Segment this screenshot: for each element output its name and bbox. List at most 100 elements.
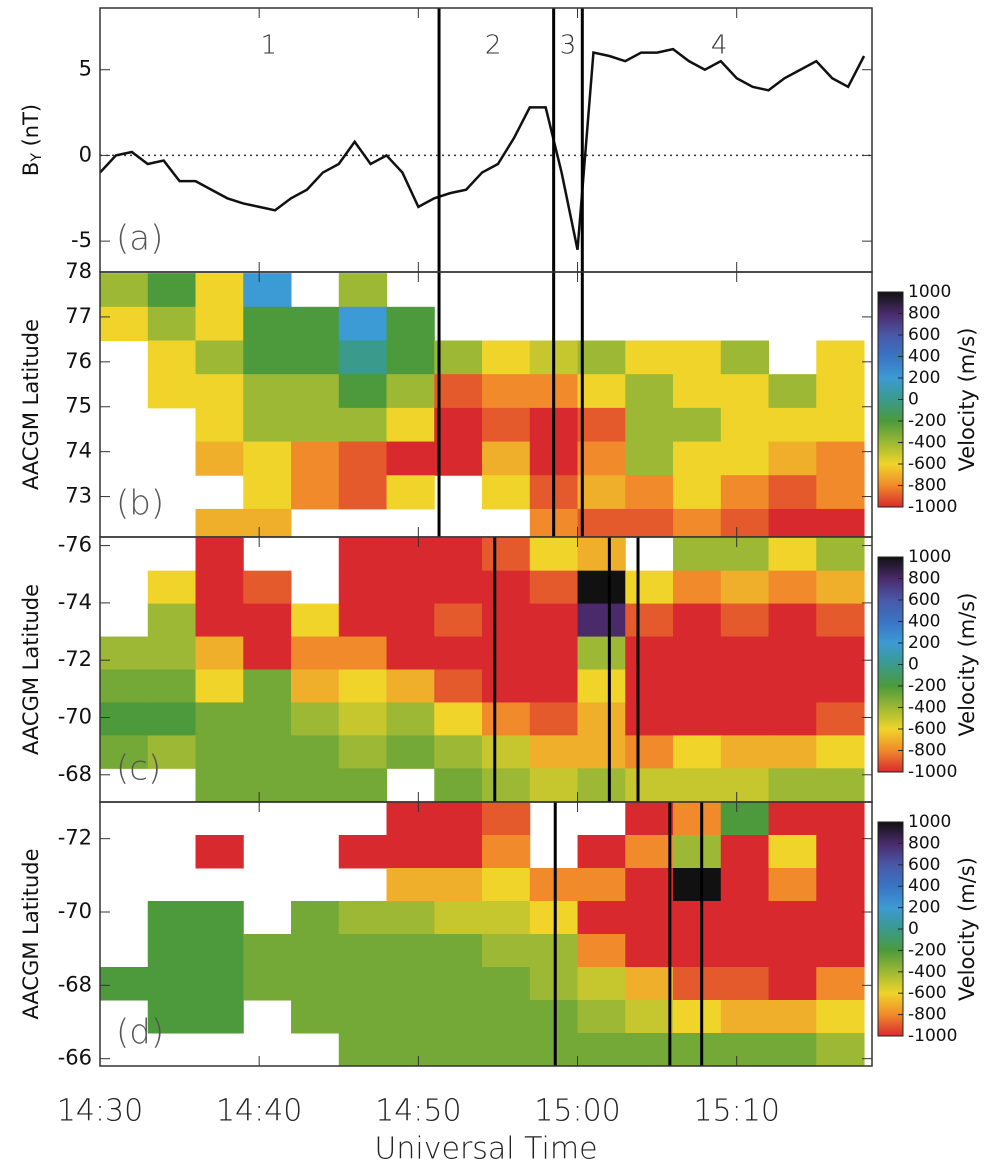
heat-cell bbox=[482, 374, 531, 409]
heat-cell bbox=[768, 835, 817, 869]
heat-cell bbox=[386, 306, 435, 341]
heat-cell bbox=[482, 802, 531, 836]
heat-cell bbox=[386, 537, 435, 572]
heat-cell bbox=[625, 636, 674, 670]
heat-cell bbox=[816, 768, 865, 802]
heat-cell bbox=[386, 735, 435, 769]
heat-cell bbox=[291, 340, 340, 375]
heat-cell bbox=[386, 967, 435, 1001]
heat-cell bbox=[386, 802, 435, 836]
heat-cell bbox=[577, 475, 626, 510]
colorbar-label: 600 bbox=[908, 855, 940, 875]
heat-cell bbox=[434, 669, 483, 703]
heat-cell bbox=[720, 768, 770, 802]
y-label-sub: Y bbox=[29, 153, 45, 163]
heat-cell bbox=[577, 508, 626, 537]
heat-cell bbox=[147, 669, 197, 703]
heat-cell bbox=[768, 735, 817, 769]
heat-cell bbox=[673, 603, 722, 638]
colorbar-label: -1000 bbox=[908, 497, 957, 517]
heat-cell bbox=[529, 537, 579, 572]
heat-cell bbox=[386, 407, 435, 443]
panel bbox=[100, 802, 865, 1066]
heat-cell bbox=[291, 374, 340, 409]
heat-cell bbox=[720, 603, 770, 638]
heat-cell bbox=[768, 967, 817, 1001]
heat-cell bbox=[768, 603, 817, 638]
heat-cell bbox=[434, 868, 483, 902]
colorbar-label: 0 bbox=[908, 919, 919, 939]
heat-cell bbox=[338, 273, 388, 308]
heat-cell bbox=[482, 570, 531, 605]
heat-cell bbox=[673, 702, 722, 736]
heat-cell bbox=[434, 407, 483, 443]
heat-cell bbox=[291, 934, 340, 968]
heat-cell bbox=[482, 537, 531, 572]
heat-cell bbox=[243, 273, 292, 308]
colorbar-label: 800 bbox=[908, 569, 940, 589]
heat-cell bbox=[577, 768, 626, 802]
heat-cell bbox=[577, 669, 626, 703]
heat-cell bbox=[338, 441, 388, 476]
heat-cell bbox=[386, 934, 435, 968]
heat-cell bbox=[147, 702, 197, 736]
y-axis-label: AACGM Latitude bbox=[19, 319, 43, 490]
heat-cell bbox=[195, 669, 244, 703]
heat-cell bbox=[482, 835, 531, 869]
heat-cell bbox=[291, 407, 340, 443]
heat-cell bbox=[338, 735, 388, 769]
colorbar-label: 0 bbox=[908, 655, 919, 675]
colorbar-label: -400 bbox=[908, 698, 947, 718]
heat-cell bbox=[482, 603, 531, 638]
heat-cell bbox=[291, 441, 340, 476]
colorbar-label: -600 bbox=[908, 719, 947, 739]
heat-cell bbox=[577, 934, 626, 968]
heat-cell bbox=[625, 508, 674, 537]
heat-cell bbox=[577, 537, 626, 572]
heat-cell bbox=[338, 407, 388, 443]
y-tick-label: 78 bbox=[65, 259, 92, 283]
heat-cell bbox=[768, 508, 817, 537]
heat-cell bbox=[673, 1000, 722, 1034]
heat-cell bbox=[195, 374, 244, 409]
heat-cell bbox=[434, 603, 483, 638]
heat-cell bbox=[673, 537, 722, 572]
colorbar-label: 400 bbox=[908, 612, 940, 632]
heat-cell bbox=[386, 835, 435, 869]
colorbar-label: -800 bbox=[908, 741, 947, 761]
heat-cell bbox=[243, 407, 292, 443]
heat-cell bbox=[577, 901, 626, 935]
heat-cell bbox=[243, 441, 292, 476]
heat-cell bbox=[482, 768, 531, 802]
heat-cell bbox=[195, 340, 244, 375]
colorbar-label: 1000 bbox=[908, 547, 951, 567]
heat-cell bbox=[673, 508, 722, 537]
heat-cell bbox=[720, 1000, 770, 1034]
heat-cell bbox=[816, 1033, 865, 1066]
heat-cell bbox=[720, 374, 770, 409]
colorbar-label: 800 bbox=[908, 833, 940, 853]
heat-cell bbox=[386, 901, 435, 935]
heat-cell bbox=[100, 636, 149, 670]
heat-cell bbox=[768, 768, 817, 802]
heat-cell bbox=[434, 967, 483, 1001]
heat-cell bbox=[243, 374, 292, 409]
heat-cell bbox=[386, 570, 435, 605]
y-tick-label: -68 bbox=[58, 762, 92, 786]
heat-cell bbox=[816, 934, 865, 968]
colorbar-label: 1000 bbox=[908, 812, 951, 832]
colorbar-title: Velocity (m/s) bbox=[955, 328, 979, 472]
heat-cell bbox=[243, 603, 292, 638]
heat-cell bbox=[195, 636, 244, 670]
y-tick-label: 75 bbox=[65, 394, 92, 418]
heat-cell bbox=[673, 636, 722, 670]
y-axis-label: BY (nT) bbox=[19, 104, 45, 176]
heat-cell bbox=[768, 901, 817, 935]
y-tick-label: -66 bbox=[58, 1046, 92, 1070]
heat-cell bbox=[338, 603, 388, 638]
heat-cell bbox=[482, 967, 531, 1001]
panel-label: (d) bbox=[116, 1013, 164, 1053]
heat-cell bbox=[529, 636, 579, 670]
heat-cell bbox=[720, 475, 770, 510]
